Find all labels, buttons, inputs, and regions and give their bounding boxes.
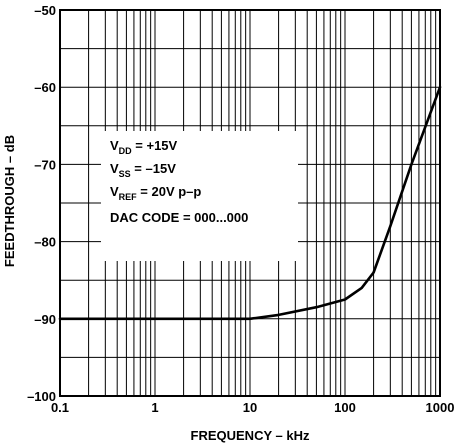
- y-axis-label: FEEDTHROUGH – dB: [2, 135, 17, 267]
- annotation-background: [101, 131, 298, 261]
- y-tick-label: –100: [27, 389, 56, 404]
- x-tick-label: 0.1: [51, 400, 69, 415]
- annotation-line: VDD = +15V: [110, 138, 178, 156]
- series-group: [58, 85, 442, 321]
- plot-frame: [59, 9, 441, 397]
- y-tick-labels: –50 –60 –70 –80 –90 –100: [27, 3, 56, 404]
- x-tick-label: 100: [334, 400, 356, 415]
- x-axis-label: FREQUENCY – kHz: [191, 428, 310, 443]
- x-tick-label: 1: [151, 400, 158, 415]
- annotation-line: DAC CODE = 000...000: [110, 210, 248, 225]
- x-tick-label: 10: [243, 400, 257, 415]
- y-tick-label: –70: [34, 157, 56, 172]
- y-tick-label: –80: [34, 235, 56, 250]
- annotation-text: VDD = +15V VSS = –15V VREF = 20V p–p DAC CO…: [110, 138, 248, 225]
- annotation-line: VSS = –15V: [110, 161, 176, 179]
- y-tick-label: –50: [34, 3, 56, 18]
- series-line: [58, 85, 442, 321]
- x-tick-label: 1000: [426, 400, 455, 415]
- y-tick-label: –60: [34, 80, 56, 95]
- x-tick-labels: 0.1 1 10 100 1000: [51, 400, 455, 415]
- annotation-line: VREF = 20V p–p: [110, 184, 201, 202]
- y-tick-label: –90: [34, 312, 56, 327]
- annotation-box: [101, 131, 298, 261]
